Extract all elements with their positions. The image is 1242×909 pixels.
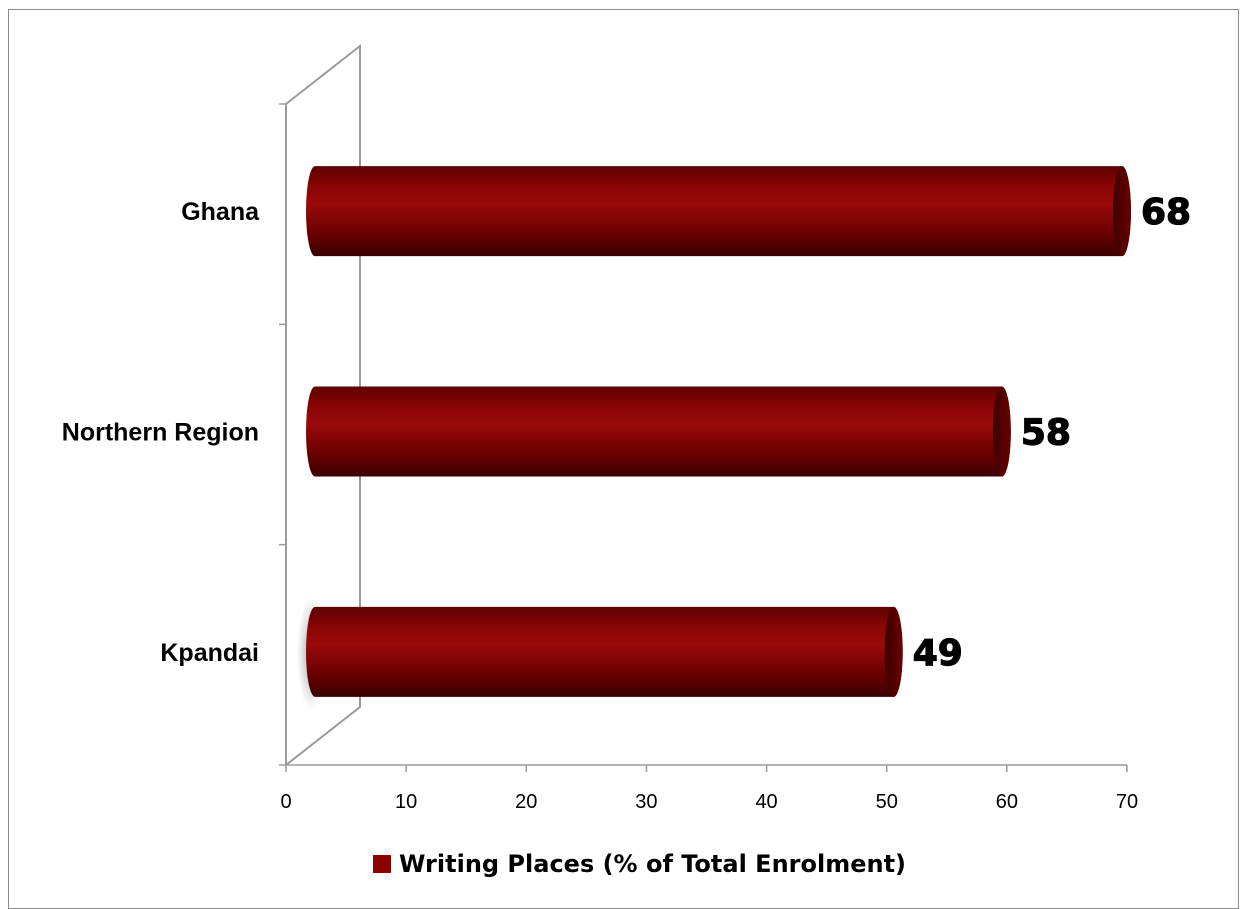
x-tick-label: 50 bbox=[876, 791, 898, 813]
bar-end-cap bbox=[1112, 166, 1131, 257]
x-tick-label: 40 bbox=[755, 791, 777, 813]
x-tick-label: 10 bbox=[395, 791, 417, 813]
x-tick-label: 0 bbox=[280, 791, 291, 813]
legend-swatch bbox=[373, 855, 391, 873]
data-label: 68 bbox=[1141, 192, 1191, 233]
legend-label: Writing Places (% of Total Enrolment) bbox=[399, 850, 907, 878]
data-label: 49 bbox=[913, 633, 963, 674]
axes bbox=[279, 43, 1128, 772]
bar-end-cap bbox=[884, 606, 903, 697]
bars bbox=[297, 166, 1131, 711]
bar-body bbox=[306, 606, 903, 697]
bar-end-cap bbox=[992, 386, 1011, 477]
category-label: Ghana bbox=[181, 198, 260, 226]
bar-body bbox=[306, 386, 1011, 477]
category-label: Northern Region bbox=[62, 419, 259, 447]
bar bbox=[306, 386, 1011, 477]
labels: 0 10 20 30 40 50 60 70 Ghana 68 Northern Region 58 K… bbox=[62, 192, 1192, 813]
data-label: 58 bbox=[1021, 413, 1071, 454]
x-tick-label: 20 bbox=[515, 791, 537, 813]
legend: Writing Places (% of Total Enrolment) bbox=[373, 846, 906, 882]
category-label: Kpandai bbox=[160, 639, 259, 667]
x-tick-label: 70 bbox=[1116, 791, 1138, 813]
x-tick-label: 30 bbox=[635, 791, 657, 813]
bar bbox=[306, 606, 903, 697]
x-tick-label: 60 bbox=[996, 791, 1018, 813]
bar-body bbox=[306, 166, 1131, 257]
bar bbox=[306, 166, 1131, 257]
